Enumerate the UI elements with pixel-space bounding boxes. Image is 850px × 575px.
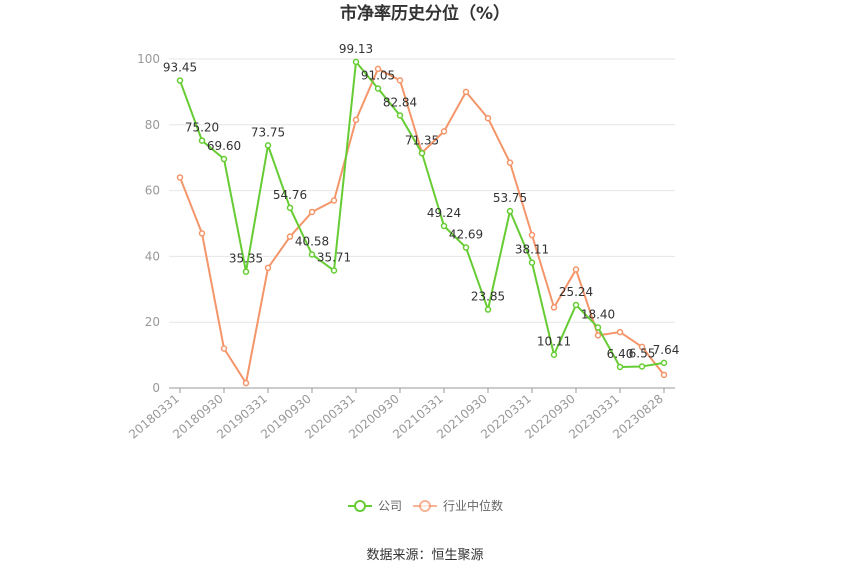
data-label-company: 25.24 [559, 285, 593, 299]
y-tick-label: 0 [152, 381, 160, 395]
y-tick-label: 80 [145, 118, 160, 132]
data-label-company: 69.60 [207, 139, 241, 153]
data-point-company[interactable] [396, 112, 404, 119]
legend-item-company[interactable]: 公司 [348, 499, 402, 513]
legend-industry-marker [419, 500, 431, 512]
data-point-industry[interactable] [352, 116, 360, 124]
data-point-company[interactable] [550, 351, 558, 358]
y-tick-label: 100 [137, 52, 160, 66]
data-label-company: 91.05 [361, 68, 395, 82]
data-point-industry[interactable] [572, 266, 580, 273]
data-label-company: 6.40 [607, 347, 634, 361]
legend-item-industry[interactable]: 行业中位数 [413, 498, 503, 513]
data-point-industry[interactable] [440, 128, 448, 135]
data-point-industry[interactable] [198, 230, 206, 237]
data-point-company[interactable] [638, 363, 646, 370]
data-label-company: 75.20 [185, 121, 219, 135]
data-label-company: 53.75 [493, 191, 527, 205]
data-point-industry[interactable] [308, 208, 316, 216]
data-point-industry[interactable] [616, 328, 624, 336]
data-point-industry[interactable] [594, 332, 602, 339]
data-point-company[interactable] [352, 58, 360, 66]
data-point-company[interactable] [198, 137, 206, 144]
data-label-company: 71.35 [405, 133, 439, 147]
data-point-industry[interactable] [176, 174, 184, 181]
data-point-company[interactable] [286, 204, 294, 212]
data-point-company[interactable] [308, 251, 316, 258]
data-point-industry[interactable] [242, 379, 250, 387]
data-point-industry[interactable] [220, 345, 228, 352]
y-tick-label: 60 [145, 184, 160, 198]
data-point-company[interactable] [220, 155, 228, 163]
data-point-company[interactable] [572, 301, 580, 309]
data-point-company[interactable] [440, 222, 448, 230]
data-label-company: 18.40 [581, 307, 615, 321]
data-point-company[interactable] [660, 359, 668, 367]
data-point-industry[interactable] [396, 77, 404, 84]
data-point-industry[interactable] [374, 65, 382, 73]
data-label-company: 38.11 [515, 243, 549, 257]
legend[interactable]: 公司 行业中位数 [348, 498, 503, 513]
grid-layer [169, 58, 675, 323]
data-point-industry[interactable] [506, 159, 514, 166]
data-label-company: 7.64 [653, 343, 680, 357]
data-point-industry[interactable] [330, 197, 338, 204]
y-tick-label: 20 [145, 315, 160, 329]
data-point-company[interactable] [528, 259, 536, 266]
data-label-company: 42.69 [449, 228, 483, 242]
data-label-company: 35.35 [229, 252, 263, 266]
source-note: 数据来源：恒生聚源 [366, 548, 483, 563]
legend-company-marker [354, 500, 366, 512]
data-point-industry[interactable] [660, 371, 668, 379]
data-label-company: 40.58 [295, 234, 329, 248]
y-tick-label: 40 [145, 249, 160, 263]
data-point-industry[interactable] [286, 233, 294, 240]
data-point-industry[interactable] [550, 304, 558, 311]
data-point-company[interactable] [242, 268, 250, 275]
data-point-company[interactable] [418, 150, 426, 157]
data-label-company: 6.55 [629, 346, 656, 360]
data-point-industry[interactable] [462, 88, 470, 96]
chart-title: 市净率历史分位（%） [340, 3, 510, 24]
data-label-company: 93.45 [163, 61, 197, 75]
data-point-company[interactable] [330, 267, 338, 274]
data-point-industry[interactable] [528, 231, 536, 239]
data-point-company[interactable] [594, 324, 602, 331]
series-layer [176, 58, 668, 387]
legend-company-label: 公司 [378, 499, 402, 513]
data-label-company: 49.24 [427, 206, 461, 220]
data-point-company[interactable] [506, 207, 514, 215]
label-layer: 93.45 75.20 69.60 35.35 73.75 54.76 40.58 35.71… [163, 42, 680, 361]
data-label-company: 82.84 [383, 95, 417, 109]
data-point-company[interactable] [484, 306, 492, 313]
data-point-company[interactable] [264, 142, 272, 149]
data-point-company[interactable] [176, 77, 184, 84]
data-point-company[interactable] [462, 244, 470, 251]
data-label-company: 54.76 [273, 188, 307, 202]
data-label-company: 35.71 [317, 251, 351, 265]
axis-layer: 0204060801002018033120180930201903312019… [126, 52, 675, 442]
series-line-industry [179, 67, 665, 385]
data-point-company[interactable] [616, 363, 624, 371]
data-label-company: 10.11 [537, 335, 571, 349]
legend-industry-label: 行业中位数 [443, 498, 503, 513]
data-point-industry[interactable] [484, 114, 492, 122]
data-point-industry[interactable] [264, 264, 272, 272]
data-label-company: 73.75 [251, 125, 285, 139]
data-point-company[interactable] [374, 85, 382, 92]
data-point-industry[interactable] [638, 343, 646, 351]
data-label-company: 23.85 [471, 290, 505, 304]
data-label-company: 99.13 [339, 42, 373, 56]
